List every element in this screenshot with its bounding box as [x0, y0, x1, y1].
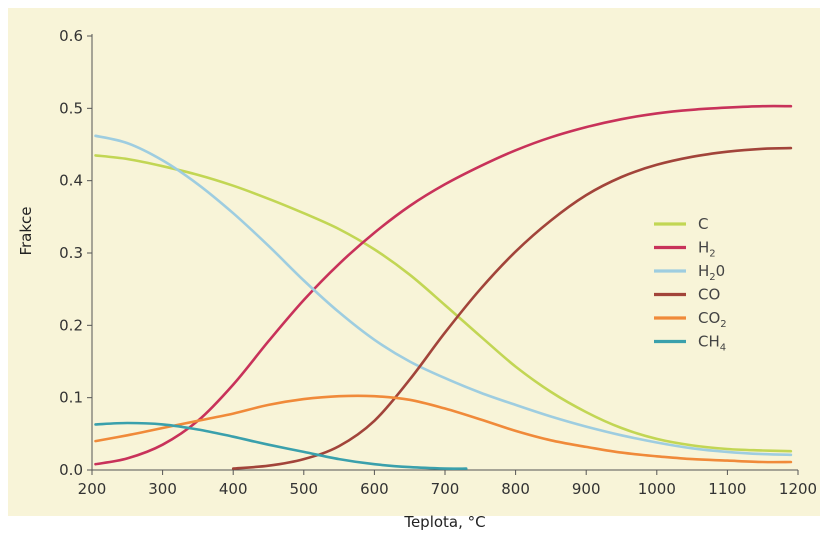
x-tick-label: 600 [360, 480, 389, 498]
x-tick-label: 300 [148, 480, 177, 498]
x-tick-label: 800 [501, 480, 530, 498]
x-tick-label: 700 [431, 480, 460, 498]
series-line-co [231, 146, 793, 470]
x-tick-label: 1100 [708, 480, 746, 498]
y-tick-label: 0.5 [59, 99, 83, 117]
legend-label: CO2 [698, 309, 727, 330]
x-tick-label: 200 [78, 480, 107, 498]
legend-item-co2: CO2 [654, 309, 727, 330]
x-tick-label: 900 [572, 480, 601, 498]
y-tick-label: 0.1 [59, 389, 83, 407]
legend-label: C [698, 215, 708, 233]
y-tick-label: 0.0 [59, 461, 83, 479]
series-line-h20 [94, 134, 793, 457]
legend-item-c: C [654, 215, 708, 233]
y-axis-title: Frakce [17, 206, 35, 255]
legend-label: CO [698, 286, 720, 304]
series-line-ch4 [94, 421, 468, 470]
axes: 200 300 400 500 600 700 800 900 1000 1100 1200 0.0 0… [59, 27, 817, 498]
x-tick-label: 1000 [638, 480, 676, 498]
y-tick-label: 0.3 [59, 244, 83, 262]
legend-label: H2 [698, 239, 716, 260]
y-tick-label: 0.6 [59, 27, 83, 45]
legend-label: CH4 [698, 333, 726, 354]
series-line-h2 [94, 104, 793, 466]
legend-item-h2: H2 [654, 239, 716, 260]
x-tick-label: 500 [289, 480, 318, 498]
x-tick-label: 1200 [779, 480, 817, 498]
legend-item-h20: H20 [654, 262, 725, 283]
legend-item-ch4: CH4 [654, 333, 726, 354]
series-line-c [94, 154, 793, 453]
series-line-co2 [94, 394, 793, 464]
series-lines [94, 104, 793, 470]
x-tick-label: 400 [219, 480, 248, 498]
legend-label: H20 [698, 262, 725, 283]
y-tick-label: 0.2 [59, 316, 83, 334]
legend-item-co: CO [654, 286, 720, 304]
x-axis-title: Teplota, °C [403, 513, 485, 531]
y-tick-label: 0.4 [59, 172, 83, 190]
